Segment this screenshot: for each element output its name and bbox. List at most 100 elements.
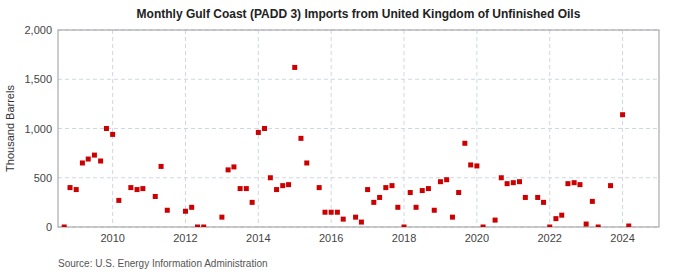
point <box>444 177 449 182</box>
point <box>92 153 97 158</box>
title: Monthly Gulf Coast (PADD 3) Imports from… <box>137 7 581 21</box>
x-tick-label: 2014 <box>246 232 270 244</box>
point <box>238 186 243 191</box>
x-tick-label: 2022 <box>537 232 561 244</box>
point <box>572 180 577 185</box>
point <box>110 132 115 137</box>
x-tick-label: 2024 <box>610 232 634 244</box>
point <box>116 198 121 203</box>
point <box>474 163 479 168</box>
point <box>565 181 570 186</box>
point <box>359 220 364 225</box>
point <box>262 126 267 131</box>
point <box>226 167 231 172</box>
point <box>596 225 601 228</box>
point <box>535 195 540 200</box>
y-tick-label: 0 <box>46 221 52 233</box>
point <box>395 205 400 210</box>
point <box>317 185 322 190</box>
point <box>383 185 388 190</box>
point <box>335 210 340 215</box>
point <box>493 218 498 223</box>
x-tick-label: 2018 <box>392 232 416 244</box>
point <box>371 200 376 205</box>
y-grid-line <box>58 177 659 178</box>
point <box>541 200 546 205</box>
point <box>329 210 334 215</box>
point <box>74 187 79 192</box>
x-grid-line <box>476 30 477 227</box>
x-grid-line <box>622 30 623 227</box>
point <box>390 183 395 188</box>
point <box>195 225 200 228</box>
point <box>140 186 145 191</box>
axes: 2010201220142016201820202022202405001,00… <box>24 24 634 244</box>
point <box>547 225 552 228</box>
point <box>553 216 558 221</box>
point <box>80 160 85 165</box>
point <box>626 224 631 227</box>
point <box>244 186 249 191</box>
point <box>98 159 103 164</box>
point <box>517 179 522 184</box>
source-note: Source: U.S. Energy Information Administ… <box>58 258 268 269</box>
point <box>219 215 224 220</box>
point <box>377 195 382 200</box>
point <box>577 182 582 187</box>
point <box>128 185 133 190</box>
point <box>298 136 303 141</box>
x-tick-label: 2010 <box>100 232 124 244</box>
point <box>499 175 504 180</box>
point <box>68 185 73 190</box>
point <box>608 183 613 188</box>
point <box>135 187 140 192</box>
point <box>559 213 564 218</box>
x-tick-label: 2012 <box>173 232 197 244</box>
point <box>620 112 625 117</box>
point <box>420 188 425 193</box>
point <box>450 215 455 220</box>
grid <box>58 30 659 227</box>
point <box>341 217 346 222</box>
point <box>408 190 413 195</box>
point <box>511 180 516 185</box>
point <box>183 209 188 214</box>
point <box>414 205 419 210</box>
point <box>438 179 443 184</box>
point <box>584 222 589 227</box>
point <box>590 199 595 204</box>
point <box>274 187 279 192</box>
y-axis-label: Thousand Barrels <box>4 85 16 172</box>
point <box>481 225 486 228</box>
point <box>189 205 194 210</box>
point <box>201 225 206 228</box>
point <box>456 190 461 195</box>
point <box>280 183 285 188</box>
point <box>286 182 291 187</box>
y-grid-line <box>58 128 659 129</box>
point <box>365 187 370 192</box>
point <box>462 141 467 146</box>
point <box>153 194 158 199</box>
point <box>304 160 309 165</box>
y-tick-label: 500 <box>34 172 52 184</box>
y-tick-label: 1,500 <box>24 73 52 85</box>
point <box>292 65 297 70</box>
point <box>505 181 510 186</box>
point <box>159 164 164 169</box>
point <box>402 225 407 228</box>
y-tick-label: 1,000 <box>24 123 52 135</box>
point <box>432 208 437 213</box>
point <box>86 157 91 162</box>
point <box>250 200 255 205</box>
plot-frame <box>58 30 659 227</box>
x-tick-label: 2020 <box>465 232 489 244</box>
point <box>165 208 170 213</box>
plot-background <box>58 30 659 227</box>
chart: 2010201220142016201820202022202405001,00… <box>0 0 675 275</box>
point <box>268 175 273 180</box>
point <box>426 186 431 191</box>
point <box>468 162 473 167</box>
y-tick-label: 2,000 <box>24 24 52 36</box>
point <box>104 126 109 131</box>
